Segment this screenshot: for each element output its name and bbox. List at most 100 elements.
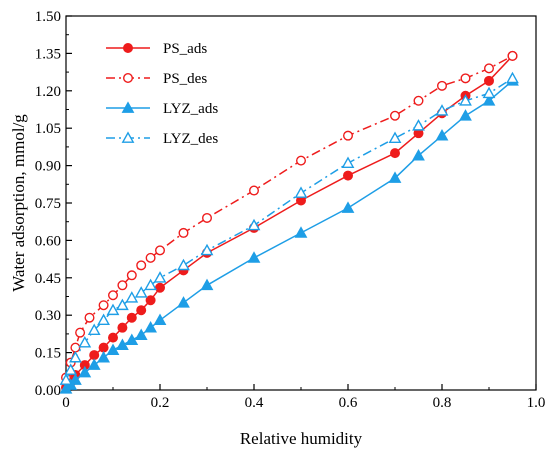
data-point-ps-ads bbox=[484, 75, 495, 86]
data-point-lyz-des bbox=[482, 86, 496, 99]
legend-label-lyz-des: LYZ_des bbox=[163, 131, 218, 147]
x-axis: 0 0.2 0.4 0.6 0.8 1.0 bbox=[62, 384, 545, 411]
data-point-lyz-des bbox=[87, 323, 101, 336]
data-point-lyz-ads bbox=[69, 373, 82, 385]
data-point-lyz-des bbox=[294, 186, 308, 198]
data-point-lyz-ads bbox=[200, 278, 214, 291]
legend-marker-lyz-ads bbox=[121, 101, 135, 113]
data-point-lyz-des bbox=[144, 278, 157, 291]
data-point-lyz-ads bbox=[459, 109, 472, 121]
data-point-lyz-ads bbox=[247, 251, 261, 263]
data-point-lyz-des bbox=[78, 335, 92, 348]
legend-marker-ps-ads bbox=[122, 43, 133, 54]
y-tick-label: 0.00 bbox=[35, 383, 61, 399]
data-point-lyz-ads bbox=[125, 333, 139, 345]
legend-label-ps-ads: PS_ads bbox=[163, 41, 207, 57]
y-tick-label: 1.05 bbox=[35, 121, 61, 137]
data-point-ps-des bbox=[98, 300, 109, 311]
data-point-ps-des bbox=[390, 110, 401, 121]
y-tick-label: 0.75 bbox=[35, 196, 61, 212]
data-point-ps-ads bbox=[89, 350, 100, 361]
data-point-lyz-ads bbox=[294, 226, 308, 238]
data-point-lyz-ads bbox=[87, 358, 101, 370]
data-point-ps-des bbox=[460, 73, 471, 84]
data-point-ps-des bbox=[154, 245, 165, 256]
data-point-lyz-ads bbox=[153, 313, 167, 326]
x-tick-label: 0.8 bbox=[433, 395, 452, 411]
series-line-ps-des bbox=[65, 55, 513, 378]
data-point-ps-des bbox=[507, 50, 518, 61]
legend-marker-lyz-des bbox=[121, 131, 135, 143]
data-point-ps-ads bbox=[117, 322, 128, 333]
data-point-ps-ads bbox=[98, 342, 109, 353]
data-point-lyz-des bbox=[106, 303, 120, 316]
data-point-lyz-des bbox=[153, 271, 167, 283]
data-point-lyz-des bbox=[64, 363, 78, 375]
data-point-ps-ads bbox=[136, 305, 147, 316]
y-tick-label: 0.90 bbox=[35, 159, 61, 175]
data-point-ps-ads bbox=[145, 295, 156, 306]
data-point-lyz-des bbox=[125, 291, 139, 303]
legend-label-ps-des: PS_des bbox=[163, 71, 207, 87]
series-layer bbox=[59, 50, 519, 394]
legend-marker-ps-des bbox=[122, 72, 133, 83]
data-point-lyz-des bbox=[69, 350, 82, 363]
data-point-lyz-des bbox=[247, 218, 261, 231]
data-point-lyz-des bbox=[459, 94, 472, 106]
y-tick-label: 1.50 bbox=[35, 9, 61, 25]
data-point-lyz-des bbox=[388, 131, 402, 144]
y-axis: 0.00 0.15 0.30 0.45 0.60 0.75 0.90 1.05 1.20 1.35… bbox=[35, 9, 72, 399]
data-point-ps-des bbox=[84, 312, 95, 323]
data-point-lyz-ads bbox=[412, 148, 425, 161]
data-point-ps-ads bbox=[126, 312, 137, 323]
data-point-lyz-ads bbox=[177, 296, 190, 308]
data-point-lyz-ads bbox=[144, 321, 157, 333]
data-point-ps-des bbox=[117, 280, 128, 291]
y-axis-title: Water adsorption, mmol/g bbox=[9, 114, 28, 292]
data-point-lyz-des bbox=[116, 298, 129, 311]
data-point-lyz-des bbox=[200, 243, 214, 256]
y-tick-label: 0.60 bbox=[35, 233, 61, 249]
x-tick-label: 1.0 bbox=[527, 395, 546, 411]
x-tick-label: 0 bbox=[62, 395, 70, 411]
data-point-ps-des bbox=[413, 95, 424, 106]
data-point-lyz-des bbox=[435, 104, 449, 116]
legend: PS_ads PS_des LYZ_ads LYZ_des bbox=[106, 41, 218, 147]
x-tick-label: 0.4 bbox=[245, 395, 264, 411]
data-point-ps-ads bbox=[107, 332, 118, 343]
data-point-lyz-ads bbox=[116, 338, 129, 350]
data-point-ps-ads bbox=[154, 282, 165, 293]
data-point-lyz-des bbox=[341, 156, 355, 168]
data-point-lyz-ads bbox=[97, 350, 110, 363]
data-point-ps-des bbox=[248, 185, 259, 196]
data-point-ps-des bbox=[484, 63, 495, 74]
x-axis-title: Relative humidity bbox=[240, 429, 363, 448]
data-point-ps-des bbox=[126, 270, 137, 281]
y-tick-label: 0.30 bbox=[35, 308, 61, 324]
data-point-lyz-ads bbox=[435, 129, 449, 141]
data-point-ps-des bbox=[201, 212, 212, 223]
data-point-ps-des bbox=[437, 80, 448, 91]
data-point-lyz-ads bbox=[106, 343, 120, 355]
data-point-lyz-ads bbox=[341, 201, 355, 213]
data-point-lyz-des bbox=[177, 258, 190, 271]
data-point-ps-des bbox=[107, 290, 118, 301]
data-point-lyz-des bbox=[134, 286, 148, 298]
x-tick-label: 0.2 bbox=[151, 395, 170, 411]
data-point-lyz-des bbox=[59, 373, 73, 385]
data-point-ps-des bbox=[343, 130, 354, 141]
data-point-lyz-ads bbox=[388, 171, 402, 183]
data-point-ps-ads bbox=[343, 170, 354, 181]
y-tick-label: 0.15 bbox=[35, 346, 61, 362]
data-point-lyz-ads bbox=[134, 328, 148, 341]
data-point-lyz-des bbox=[97, 313, 110, 326]
data-point-ps-ads bbox=[390, 148, 401, 159]
data-point-ps-des bbox=[136, 260, 147, 271]
data-point-lyz-des bbox=[506, 71, 519, 84]
data-point-ps-des bbox=[75, 327, 86, 338]
x-tick-label: 0.6 bbox=[339, 395, 358, 411]
data-point-lyz-ads bbox=[78, 365, 92, 378]
data-point-ps-des bbox=[70, 342, 81, 353]
y-tick-label: 1.20 bbox=[35, 84, 61, 100]
